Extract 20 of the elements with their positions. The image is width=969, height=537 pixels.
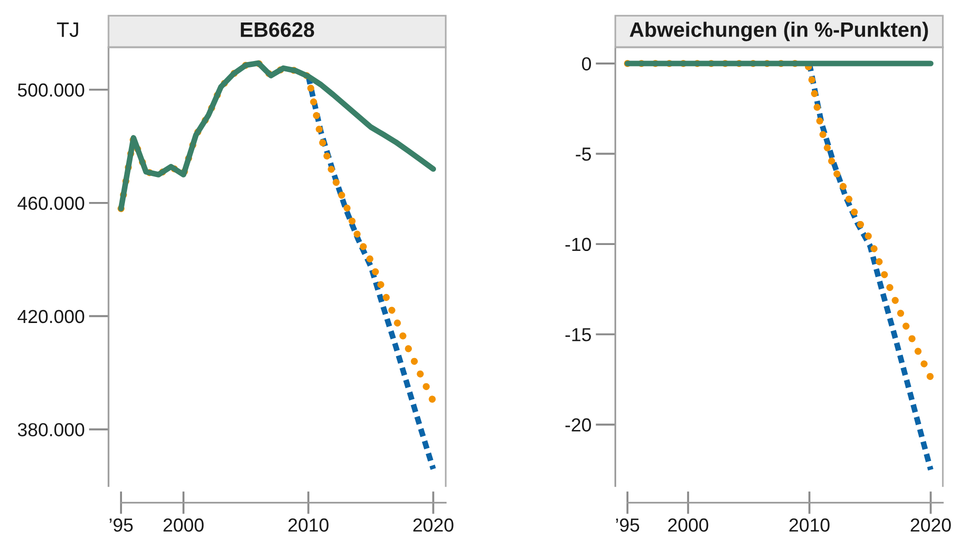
x-tick-label: 2010 bbox=[288, 518, 328, 532]
x-tick-label: 2010 bbox=[789, 518, 830, 532]
y-tick-label: -5 bbox=[576, 148, 591, 161]
x-tick-label: ’95 bbox=[110, 518, 133, 532]
chart-title: Abweichungen (in %-Punkten) bbox=[630, 22, 928, 42]
y-tick-label: 460.000 bbox=[18, 196, 84, 210]
x-tick-label: ’95 bbox=[616, 518, 640, 532]
y-axis-title: TJ bbox=[56, 22, 78, 38]
x-tick-label: 2020 bbox=[910, 518, 951, 532]
y-tick-label: -10 bbox=[565, 238, 591, 252]
y-tick-label: -20 bbox=[565, 418, 591, 432]
x-tick-label: 2000 bbox=[164, 518, 204, 532]
x-tick-label: 2000 bbox=[668, 518, 708, 532]
chart-title: EB6628 bbox=[240, 22, 314, 38]
y-tick-label: 380.000 bbox=[18, 423, 84, 436]
y-tick-label: 500.000 bbox=[18, 83, 84, 97]
x-tick-label: 2020 bbox=[413, 518, 454, 532]
y-tick-label: -15 bbox=[565, 328, 591, 342]
y-tick-label: 0 bbox=[582, 57, 591, 70]
y-tick-label: 420.000 bbox=[18, 310, 84, 324]
